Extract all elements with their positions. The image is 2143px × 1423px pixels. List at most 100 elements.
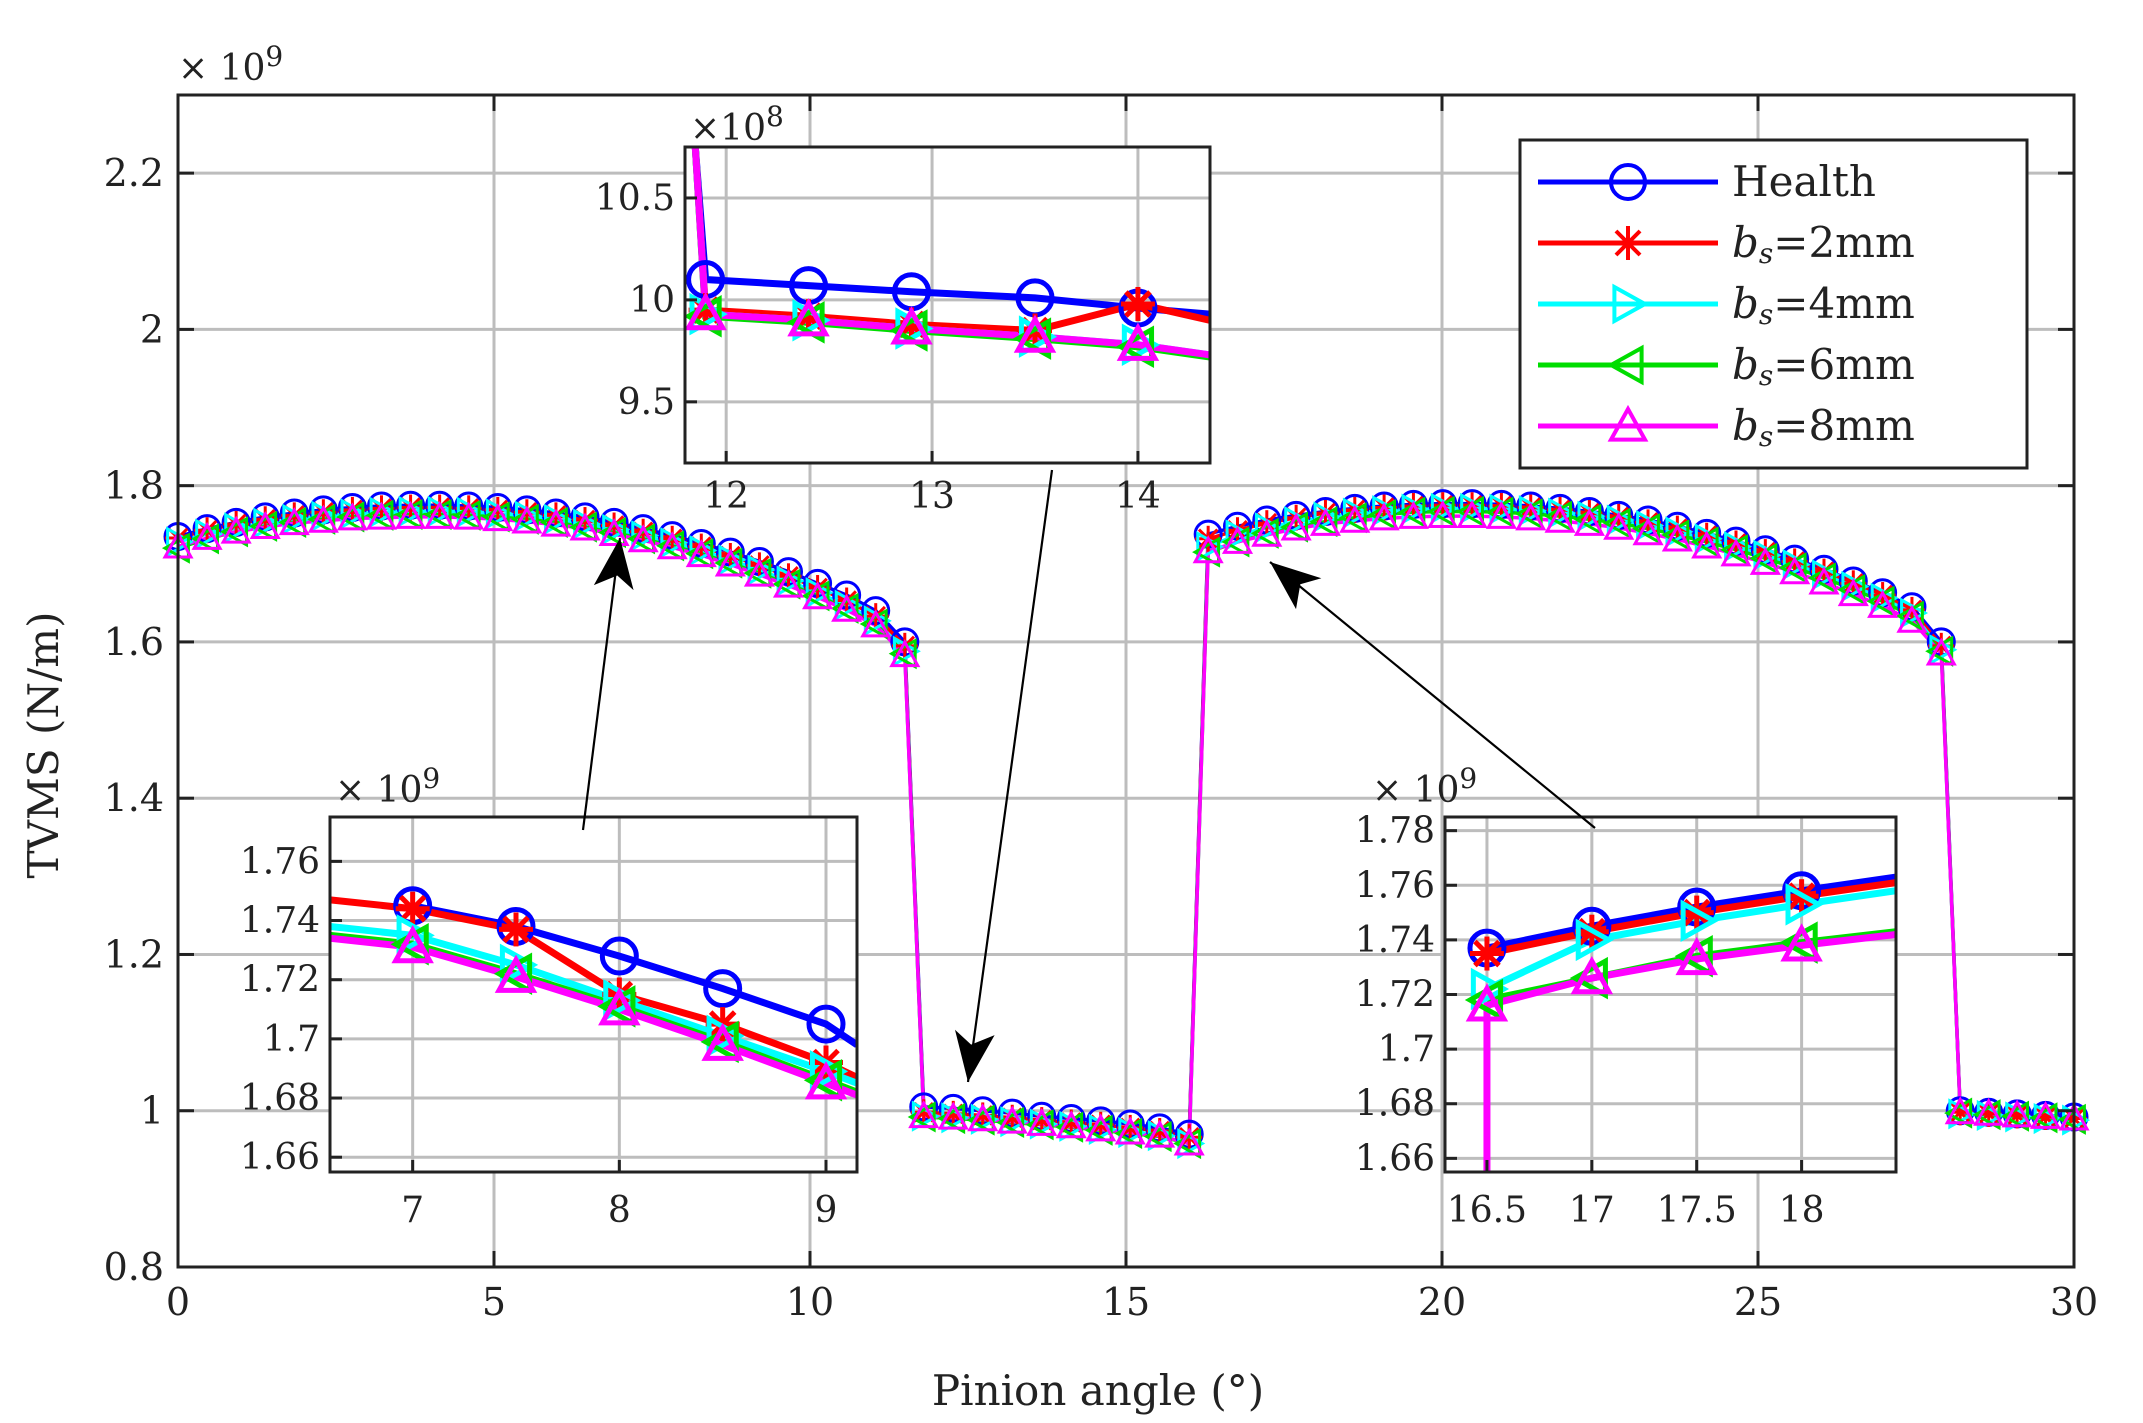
data-point	[967, 1103, 999, 1132]
arrow-to-top-inset-region-head	[954, 1029, 995, 1082]
data-point	[831, 593, 863, 622]
x-tick-label: 15	[1102, 1280, 1150, 1324]
inset-data-point	[395, 891, 430, 926]
legend-label: bs=2mm	[1732, 218, 1915, 270]
y-tick-label: 1	[140, 1089, 164, 1133]
inset-data-point	[786, 301, 825, 344]
inset-data-point	[806, 1004, 846, 1044]
data-point	[1085, 1113, 1117, 1142]
x-tick-label: 20	[1418, 1280, 1466, 1324]
inset-data-point	[1469, 936, 1504, 971]
inset-y-tick-label: 1.72	[1355, 975, 1435, 1016]
inset-data-point	[499, 943, 539, 987]
inset-y-tick-label: 1.7	[263, 1019, 320, 1060]
inset-data	[330, 886, 857, 1102]
inset-x-tick-label: 17.5	[1657, 1190, 1737, 1231]
legend-marker	[1611, 226, 1645, 260]
data-point	[1925, 637, 1957, 666]
legend-entry-bs=4mm: bs=4mm	[1538, 279, 1915, 331]
inset-data-point	[685, 292, 727, 331]
data-point	[1720, 538, 1752, 567]
data-point	[1691, 530, 1723, 559]
x-tick-label: 30	[2050, 1280, 2098, 1324]
data-point	[1456, 500, 1488, 529]
inset-data-point	[1465, 983, 1509, 1022]
data-point	[220, 516, 249, 548]
inset-y-multiplier: ×108	[690, 100, 784, 149]
inset-y-tick-label: 10	[629, 280, 675, 321]
data-point	[1944, 1096, 1976, 1125]
inset-data-point	[1785, 883, 1824, 926]
insets: 12 13 14 9.5 10 10.5 ×108 7 8 9 1.66 1.68 1.7 1.72 1.7…	[240, 100, 1898, 1231]
inset-x-tick-label: 18	[1779, 1190, 1825, 1231]
data-point	[656, 531, 688, 560]
data-point	[1221, 526, 1250, 558]
data-point	[1944, 1097, 1973, 1129]
legend-marker	[1609, 163, 1647, 201]
inset-data-point	[703, 969, 743, 1009]
data-point	[482, 503, 514, 532]
inset-data-point	[1570, 955, 1614, 995]
inset-y-tick-label: 1.76	[1355, 865, 1435, 906]
data-point	[395, 500, 427, 529]
inset-data-point	[787, 298, 830, 337]
inset-data-point	[1680, 899, 1719, 943]
data-point	[1084, 1114, 1113, 1146]
data-point	[1114, 1117, 1143, 1149]
data-point	[966, 1104, 995, 1136]
inset-data-point	[1115, 325, 1155, 369]
y-axis-label: TVMS (N/m)	[19, 612, 68, 879]
data-point	[907, 1101, 936, 1133]
arrow-to-top-inset-region	[966, 469, 1054, 1083]
inset-y-tick-label: 1.76	[240, 841, 320, 882]
arrow-to-left-inset-region-head	[593, 538, 634, 591]
data-point	[278, 506, 307, 538]
data-point	[1896, 604, 1928, 633]
data-point	[937, 1102, 966, 1135]
data-point	[1143, 1120, 1172, 1153]
data-point	[1173, 1127, 1205, 1156]
data-point	[996, 1106, 1025, 1139]
y-tick-label: 1.4	[104, 776, 164, 820]
data-point	[598, 518, 630, 547]
data-point	[1573, 507, 1605, 536]
data-point	[1372, 495, 1401, 527]
data-point	[996, 1105, 1028, 1134]
data-point	[569, 512, 601, 541]
inset-x-tick-label: 8	[608, 1190, 631, 1231]
data-point	[1309, 507, 1342, 536]
data-point	[1342, 497, 1371, 529]
inset-y-tick-label: 1.74	[1355, 920, 1435, 961]
data-point	[220, 515, 252, 544]
inset-x-tick-label: 9	[815, 1190, 838, 1231]
inset-data-point	[889, 309, 928, 352]
inset-data-point	[499, 912, 533, 947]
legend-entry-Health: Health	[1538, 157, 1876, 206]
x-tick-label: 0	[166, 1280, 190, 1324]
data-point	[1055, 1110, 1087, 1139]
inset-y-tick-label: 1.74	[240, 901, 320, 942]
data-point	[802, 581, 834, 610]
arrow-to-right-inset-region	[1269, 561, 1596, 829]
inset-data	[685, 147, 1210, 369]
inset-frame	[683, 145, 1212, 465]
y-multiplier: × 109	[178, 40, 283, 89]
data-point	[1973, 1097, 2005, 1126]
y-tick-label: 2	[140, 307, 164, 351]
x-tick-label: 10	[786, 1280, 834, 1324]
arrow-to-right-inset-region-head	[1270, 562, 1322, 610]
data-point	[307, 504, 339, 533]
y-tick-label: 1.2	[104, 932, 164, 976]
legend-marker	[1606, 344, 1644, 386]
data-point	[1192, 536, 1221, 568]
data-point	[1280, 512, 1312, 541]
inset-data-point	[1569, 956, 1608, 1000]
data-point	[1779, 556, 1811, 585]
data-point	[540, 508, 572, 537]
legend-label: bs=8mm	[1732, 401, 1915, 453]
data-point	[424, 500, 456, 529]
data-point	[1026, 1107, 1058, 1136]
data-point	[1025, 1109, 1054, 1141]
data-point	[1837, 578, 1869, 607]
arrow-to-left-inset-region	[581, 537, 622, 831]
